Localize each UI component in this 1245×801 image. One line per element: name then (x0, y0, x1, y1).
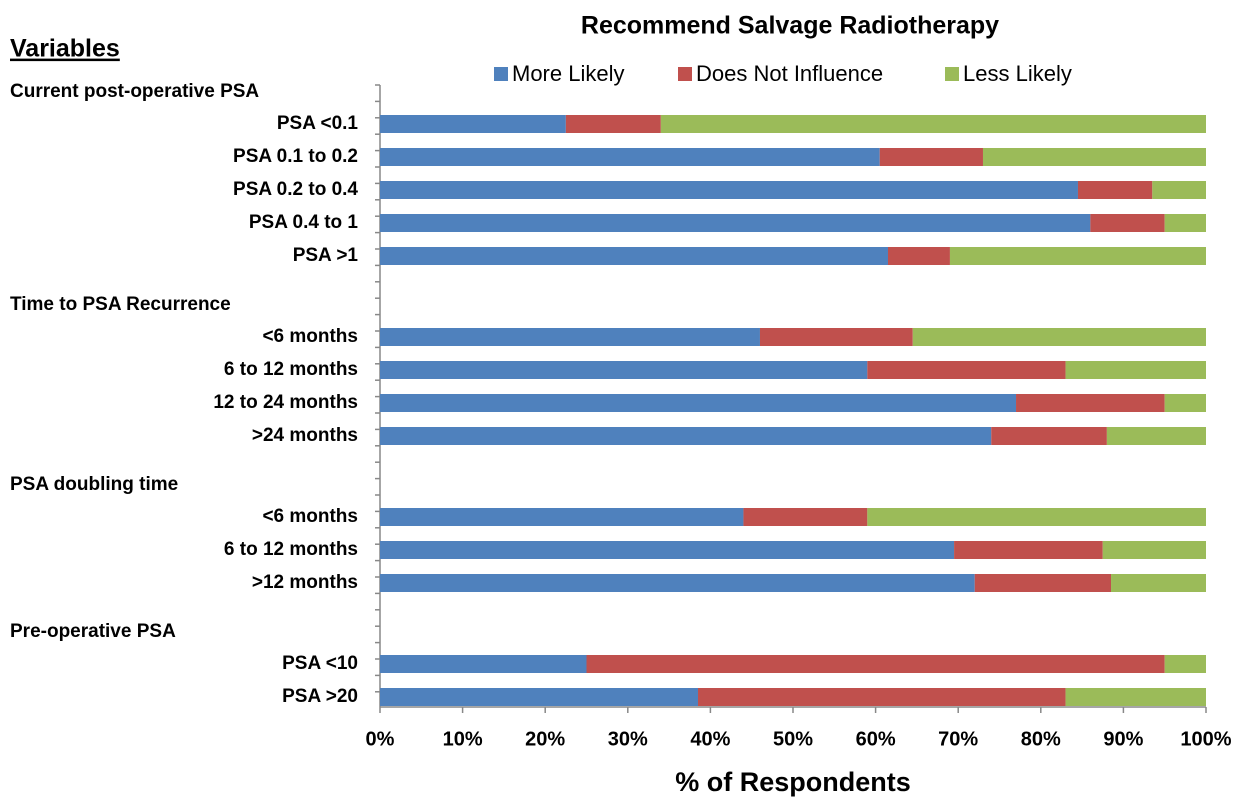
bar-segment (380, 181, 1078, 199)
x-tick-label: 60% (856, 728, 896, 750)
x-tick-label: 20% (525, 728, 565, 750)
bar-segment (954, 541, 1103, 559)
legend-swatch (494, 67, 508, 81)
bar-segment (1016, 394, 1165, 412)
bar-segment (982, 148, 1206, 166)
bar-segment (380, 541, 955, 559)
category-label: PSA >20 (282, 686, 358, 707)
category-label: PSA >1 (293, 245, 359, 266)
x-tick-label: 90% (1103, 728, 1143, 750)
bar-segment (887, 247, 950, 265)
legend-label: Less Likely (963, 61, 1072, 86)
legend-swatch (678, 67, 692, 81)
legend-swatch (945, 67, 959, 81)
category-label: PSA <10 (282, 653, 358, 674)
bar-segment (1065, 688, 1206, 706)
heading: Variables (10, 35, 120, 63)
group-label: Time to PSA Recurrence (10, 294, 231, 315)
bar-segment (912, 328, 1206, 346)
legend-label: More Likely (512, 61, 624, 86)
x-tick-label: 50% (773, 728, 813, 750)
bar-segment (380, 361, 868, 379)
x-tick-label: 30% (608, 728, 648, 750)
bar-segment (380, 115, 566, 133)
x-tick-label: 70% (938, 728, 978, 750)
category-label: >24 months (252, 425, 358, 446)
bar-segment (1090, 214, 1165, 232)
bar-segment (991, 427, 1107, 445)
bar-segment (380, 508, 744, 526)
bar-segment (1077, 181, 1153, 199)
category-label: PSA <0.1 (277, 113, 359, 134)
bar-segment (974, 574, 1112, 592)
bar-segment (380, 328, 760, 346)
category-label: <6 months (262, 506, 358, 527)
x-tick-label: 80% (1021, 728, 1061, 750)
category-label: PSA 0.4 to 1 (249, 212, 359, 233)
category-label: <6 months (262, 326, 358, 347)
bar-segment (380, 214, 1091, 232)
bar-segment (380, 688, 699, 706)
legend-label: Does Not Influence (696, 61, 883, 86)
bar-segment (586, 655, 1165, 673)
bar-segment (1065, 361, 1206, 379)
bar-segment (380, 655, 587, 673)
bar-segment (380, 247, 888, 265)
chart-title: Recommend Salvage Radiotherapy (581, 12, 999, 40)
bar-segment (1164, 394, 1206, 412)
bar-segment (759, 328, 913, 346)
x-tick-label: 0% (366, 728, 395, 750)
category-label: 6 to 12 months (224, 539, 358, 560)
bar-segment (380, 394, 1017, 412)
bar-segment (565, 115, 661, 133)
bar-segment (743, 508, 868, 526)
bar-segment (867, 361, 1066, 379)
bar-segment (1164, 214, 1206, 232)
bar-segment (879, 148, 983, 166)
bar-segment (1111, 574, 1206, 592)
bar-segment (1164, 655, 1206, 673)
x-tick-label: 100% (1180, 728, 1231, 750)
bar-segment (380, 148, 880, 166)
group-label: Current post-operative PSA (10, 81, 259, 102)
bar-segment (660, 115, 1206, 133)
x-tick-label: 40% (690, 728, 730, 750)
category-label: PSA 0.1 to 0.2 (233, 146, 358, 167)
bar-segment (867, 508, 1206, 526)
category-label: 6 to 12 months (224, 359, 358, 380)
x-axis-label: % of Respondents (675, 767, 911, 797)
bar-segment (698, 688, 1066, 706)
bar-segment (380, 427, 992, 445)
category-label: PSA 0.2 to 0.4 (233, 179, 358, 200)
bar-segment (1102, 541, 1206, 559)
bar-segment (1152, 181, 1206, 199)
bar-segment (1106, 427, 1206, 445)
group-label: Pre-operative PSA (10, 621, 176, 642)
category-label: >12 months (252, 572, 358, 593)
category-label: 12 to 24 months (213, 392, 358, 413)
group-label: PSA doubling time (10, 474, 178, 495)
bar-segment (949, 247, 1206, 265)
bar-segment (380, 574, 975, 592)
x-tick-label: 10% (443, 728, 483, 750)
